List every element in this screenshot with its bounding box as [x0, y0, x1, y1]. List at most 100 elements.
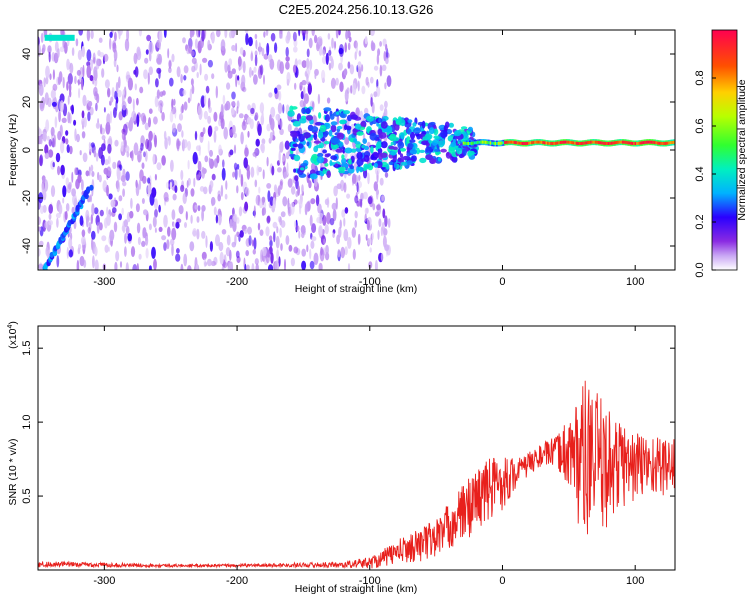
spectrogram-cell	[226, 234, 231, 246]
spectrogram-cell	[207, 115, 212, 124]
spectrogram-cell	[310, 240, 315, 249]
spectrogram-cell	[464, 141, 467, 145]
spectrogram-cell	[301, 79, 307, 86]
spectrogram-cell	[271, 165, 275, 176]
spectrogram-cell	[387, 218, 391, 228]
spectrogram-cell	[116, 167, 121, 179]
spectrogram-cell	[268, 235, 273, 241]
y-tick-label: 20	[21, 96, 33, 108]
spectrogram-cell	[113, 221, 118, 233]
spectrogram-cell	[421, 120, 426, 129]
spectrogram-cell	[369, 30, 375, 37]
spectrogram-cell	[363, 191, 368, 200]
spectrogram-cell	[448, 146, 455, 154]
spectrogram-cell	[89, 75, 94, 82]
spectrogram-cell	[346, 87, 350, 94]
spectrogram-cell	[182, 37, 186, 44]
spectrogram-cell	[251, 239, 254, 247]
spectrogram-cell	[213, 130, 217, 143]
spectrogram-cell	[299, 118, 307, 124]
spectrogram-cell	[653, 141, 656, 144]
spectrogram-cell	[235, 250, 240, 259]
x-tick-label: -200	[226, 276, 248, 288]
spectrogram-cell	[116, 64, 119, 73]
spectrogram-cell	[169, 110, 174, 123]
spectrogram-cell	[138, 30, 142, 37]
spectrogram-cell	[198, 30, 201, 38]
spectrogram-cell	[99, 222, 103, 231]
spectrogram-cell	[598, 141, 601, 144]
spectrogram-cell	[615, 141, 618, 144]
spectrogram-cell	[233, 132, 237, 139]
spectrogram-cell	[357, 66, 362, 79]
spectrogram-cell	[343, 217, 346, 227]
spectrogram-cell	[578, 142, 582, 145]
spectrogram-cell	[289, 105, 294, 112]
spectrogram-cell	[316, 156, 325, 164]
spectrogram-cell	[180, 263, 184, 270]
spectrogram-cell	[276, 59, 282, 71]
spectrogram-cell	[163, 214, 168, 228]
spectrogram-cell	[157, 53, 163, 65]
spectrogram-cell	[42, 131, 47, 142]
spectrogram-cell	[628, 141, 631, 145]
spectrogram-cell	[345, 30, 349, 40]
spectrogram-cell	[153, 116, 158, 125]
spectrogram-cell	[135, 179, 138, 188]
spectrogram-cell	[336, 125, 343, 130]
spectrogram-cell	[283, 171, 288, 179]
spectrogram-cell	[156, 67, 162, 74]
spectrogram-cell	[354, 51, 357, 60]
spectrogram-cell	[168, 60, 172, 69]
spectrogram-cell	[148, 265, 152, 270]
spectrogram-cell	[539, 140, 542, 144]
spectrogram-cell	[194, 204, 198, 210]
spectrogram-cell	[588, 140, 591, 144]
spectrogram-cell	[148, 117, 151, 128]
spectrogram-cell	[280, 220, 286, 228]
spectrogram-cell	[108, 246, 110, 252]
spectrogram-cell	[227, 261, 233, 270]
spectrogram-cell	[109, 31, 113, 38]
spectrogram-cell	[177, 123, 182, 133]
spectrogram-cell	[599, 141, 602, 145]
spectrogram-cell	[350, 85, 353, 94]
spectrogram-cell	[313, 252, 319, 265]
spectrogram-cell	[376, 204, 381, 211]
spectrogram-heatmap	[38, 30, 675, 270]
spectrogram-cell	[318, 262, 323, 270]
spectrogram-cell	[512, 140, 515, 144]
spectrogram-cell	[550, 142, 553, 145]
spectrogram-cell	[81, 78, 84, 91]
spectrogram-cell	[349, 64, 355, 75]
spectrogram-cell	[57, 165, 61, 176]
spectrogram-cell	[133, 142, 139, 156]
spectrogram-cell	[268, 92, 273, 98]
spectrogram-cell	[217, 194, 221, 202]
spectrogram-cell	[297, 143, 304, 149]
spectrogram-cell	[274, 87, 278, 94]
spectrogram-cell	[137, 236, 141, 246]
spectrogram-cell	[115, 96, 119, 104]
spectrogram-cell	[306, 244, 309, 253]
spectrogram-cell	[89, 184, 94, 191]
spectrogram-cell	[629, 141, 633, 145]
spectrogram-cell	[182, 89, 187, 96]
spectrogram-cell	[91, 203, 95, 216]
spectrogram-cell	[397, 149, 402, 155]
spectrogram-cell	[161, 111, 165, 122]
spectrogram-cell	[418, 149, 426, 153]
spectrogram-cell	[437, 157, 442, 162]
spectrogram-cell	[575, 141, 578, 145]
spectrogram-cell	[129, 210, 134, 219]
spectrogram-cell	[407, 119, 413, 124]
spectrogram-cell	[254, 179, 258, 188]
spectrogram-cell	[451, 156, 458, 163]
spectrogram-cell	[594, 140, 597, 144]
spectrogram-cell	[74, 75, 77, 85]
spectrogram-cell	[390, 150, 397, 156]
spectrogram-cell	[305, 30, 308, 41]
spectrogram-cell	[231, 44, 236, 52]
spectrogram-cell	[118, 213, 122, 221]
spectrogram-cell	[174, 185, 178, 194]
